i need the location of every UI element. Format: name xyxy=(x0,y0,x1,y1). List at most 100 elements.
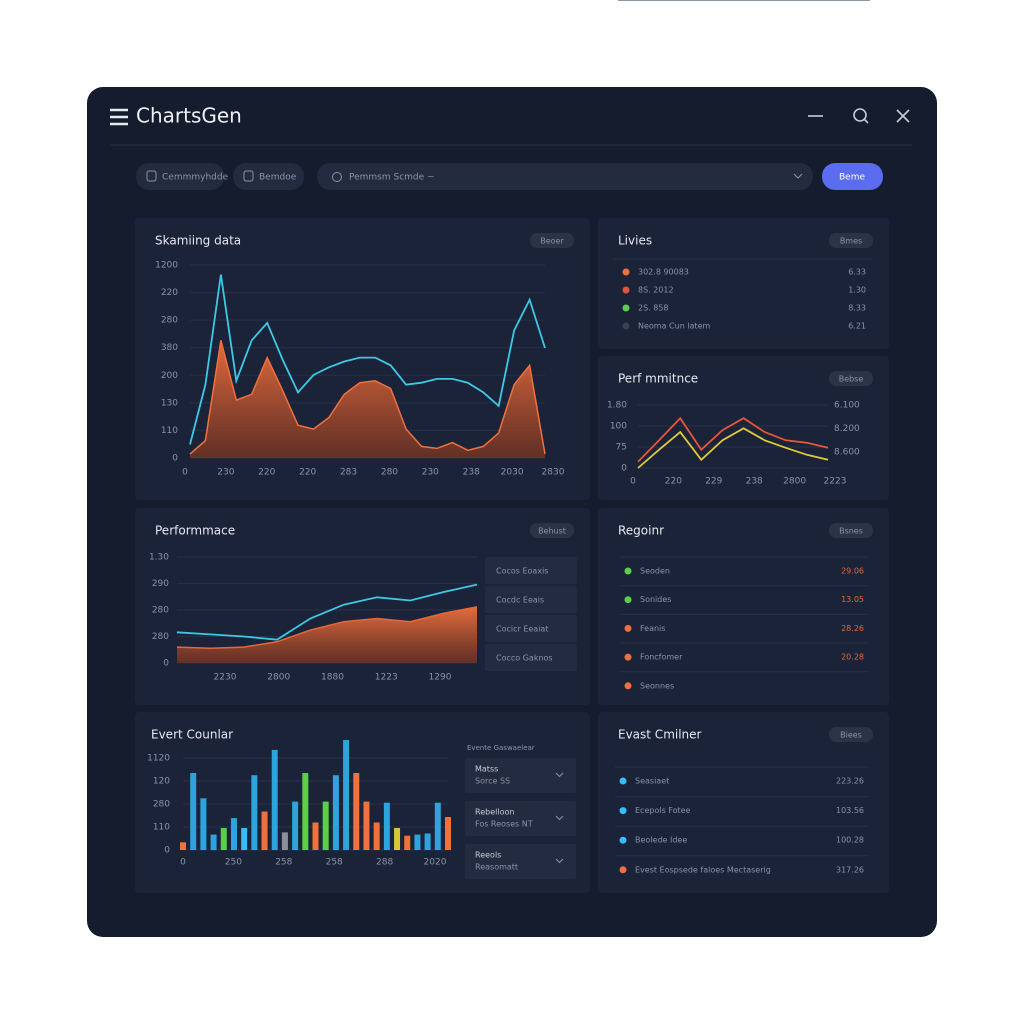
row-value: 317.26 xyxy=(836,865,864,874)
row-label: Seasiaet xyxy=(635,777,669,786)
select-box[interactable] xyxy=(465,758,576,793)
y-axis-label: 0 xyxy=(163,659,169,669)
status-dot xyxy=(619,866,627,874)
y-axis-label: 280 xyxy=(152,632,169,642)
status-dot xyxy=(624,596,632,604)
y2-axis-label: 8.200 xyxy=(834,424,860,434)
y-axis-label: 380 xyxy=(161,343,178,353)
x-axis-label: 2230 xyxy=(214,673,237,683)
bar xyxy=(332,775,339,850)
panel-title: Livies xyxy=(618,234,652,248)
filter-label: Bemdoe xyxy=(259,173,297,183)
bar xyxy=(353,773,360,850)
search-icon[interactable] xyxy=(853,108,869,124)
select-chevron xyxy=(555,815,564,821)
bar xyxy=(220,828,227,850)
bar xyxy=(424,833,431,850)
x-axis-label: 258 xyxy=(275,858,292,868)
status-dot xyxy=(619,836,627,844)
x-axis-label: 0 xyxy=(630,477,636,487)
x-axis-label: 1223 xyxy=(375,673,398,683)
search-field[interactable] xyxy=(317,163,813,190)
x-axis-label: 230 xyxy=(217,468,234,478)
x-axis-label: 0 xyxy=(180,858,186,868)
row-value: 103.56 xyxy=(836,806,864,815)
x-axis-label: 250 xyxy=(225,858,242,868)
panel-badge[interactable] xyxy=(829,371,873,386)
x-axis-label: 2800 xyxy=(783,477,806,487)
status-dot xyxy=(619,807,627,815)
bar xyxy=(292,801,299,850)
side-button[interactable] xyxy=(485,644,577,671)
primary-button[interactable] xyxy=(822,163,883,190)
x-axis-label: 230 xyxy=(422,468,439,478)
y-axis-label: 0 xyxy=(164,846,170,856)
filter-pill[interactable] xyxy=(136,163,224,190)
panel xyxy=(598,712,889,893)
x-axis-label: 280 xyxy=(381,468,398,478)
x-axis-label: 220 xyxy=(665,477,682,487)
panel-badge-label: Bmes xyxy=(840,237,862,246)
filter-icon xyxy=(243,170,254,182)
menu-icon[interactable] xyxy=(110,108,128,126)
y2-axis-label: 6.100 xyxy=(834,401,860,411)
side-button-label: Cocicr Eeaiat xyxy=(496,625,548,634)
select-title: Rebelloon xyxy=(475,808,514,817)
bar xyxy=(200,798,207,850)
row-value: 8.33 xyxy=(848,304,866,313)
bar xyxy=(414,834,421,850)
status-dot xyxy=(622,322,630,330)
panel-badge-label: Beoer xyxy=(540,237,564,246)
close-icon[interactable] xyxy=(896,109,910,123)
status-dot xyxy=(622,268,630,276)
select-value: Sorce SS xyxy=(475,777,510,786)
x-axis-label: 1880 xyxy=(321,673,344,683)
row-value: 223.26 xyxy=(836,777,864,786)
panel-title: Regoinr xyxy=(618,524,664,538)
panel-badge[interactable] xyxy=(829,727,873,742)
row-value: 29.06 xyxy=(841,567,864,576)
filter-icon xyxy=(146,170,157,182)
select-box[interactable] xyxy=(465,844,576,879)
y-axis-label: 0 xyxy=(172,454,178,464)
x-axis-label: 238 xyxy=(746,477,763,487)
bar xyxy=(271,749,278,850)
side-button[interactable] xyxy=(485,615,577,642)
app-title: ChartsGen xyxy=(136,104,242,128)
row-label: Sonides xyxy=(640,595,671,604)
line xyxy=(637,416,829,463)
select-box[interactable] xyxy=(465,801,576,836)
bar xyxy=(312,822,319,850)
panel-badge[interactable] xyxy=(530,523,574,538)
bar xyxy=(281,832,288,850)
panel-badge-label: Biees xyxy=(840,731,862,740)
x-axis-label: 220 xyxy=(258,468,275,478)
filter-label: Cemmmyhdde xyxy=(162,173,229,183)
bar xyxy=(322,801,329,850)
panel-badge[interactable] xyxy=(829,523,873,538)
bar xyxy=(210,834,217,850)
x-axis-label: 2800 xyxy=(267,673,290,683)
panel-title: Skamiing data xyxy=(155,234,241,248)
select-chevron xyxy=(555,858,564,864)
side-button[interactable] xyxy=(485,586,577,613)
side-header: Evente Gaswaelear xyxy=(467,744,535,752)
primary-button-label: Beme xyxy=(839,173,865,183)
row-label: Foncfomer xyxy=(640,653,683,662)
filter-pill[interactable] xyxy=(233,163,304,190)
side-button-label: Cocdc Eeais xyxy=(496,596,544,605)
panel-badge[interactable] xyxy=(829,233,873,248)
status-dot xyxy=(624,682,632,690)
panel-badge[interactable] xyxy=(530,233,574,248)
panel-title: Evast Cmilner xyxy=(618,728,702,742)
y-axis-label: 110 xyxy=(161,426,178,436)
status-dot xyxy=(622,304,630,312)
row-value: 100.28 xyxy=(836,836,864,845)
y-axis-label: 1.30 xyxy=(149,553,169,563)
y-axis-label: 0 xyxy=(621,464,627,474)
row-label: Neoma Cun latem xyxy=(638,322,710,331)
side-button[interactable] xyxy=(485,557,577,584)
select-title: Reeols xyxy=(475,851,501,860)
search-field-icon xyxy=(332,172,342,182)
bar xyxy=(261,811,268,850)
